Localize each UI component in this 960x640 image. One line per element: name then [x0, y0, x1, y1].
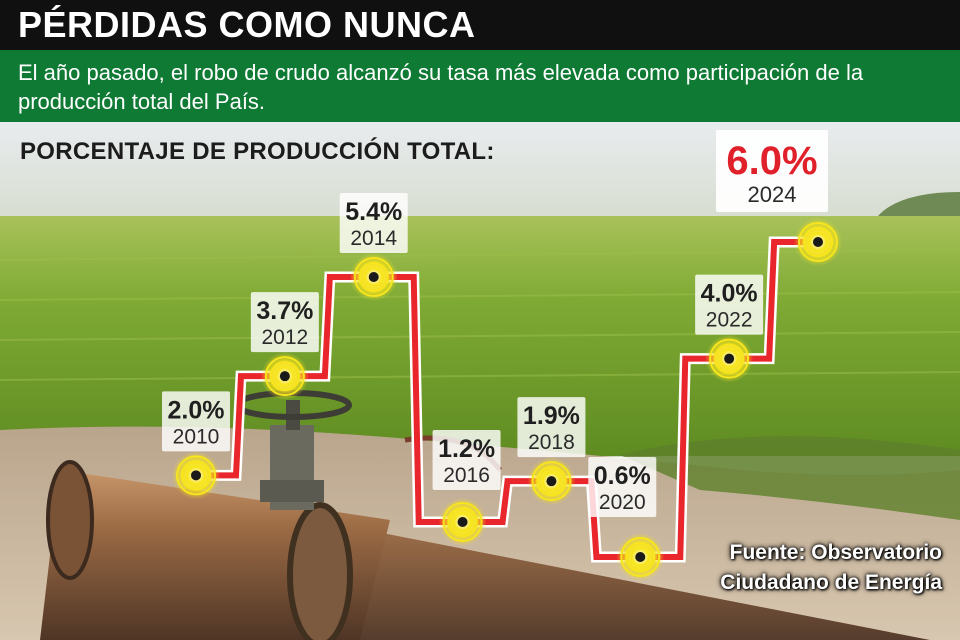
label-box-2014	[339, 193, 408, 253]
value-label-2022: 4.0%	[701, 280, 758, 308]
marker-2024	[813, 237, 823, 247]
label-box-2022	[695, 274, 764, 335]
data-point-2016: 1.2%2016	[432, 430, 501, 546]
year-label-2022: 2022	[706, 309, 753, 332]
year-label-2014: 2014	[350, 227, 397, 250]
grass-edge	[620, 436, 960, 520]
value-label-2024: 6.0%	[726, 139, 817, 183]
marker-2016	[457, 517, 468, 527]
year-label-2016: 2016	[443, 464, 490, 487]
marker-2018	[546, 476, 557, 487]
data-point-2024: 6.0%2024	[716, 130, 842, 266]
data-point-2018: 1.9%2018	[517, 397, 586, 506]
marker-2010	[191, 470, 201, 481]
label-box-2024	[716, 130, 828, 212]
data-point-2020: 0.6%2020	[588, 457, 665, 581]
label-box-2012	[250, 292, 319, 353]
marker-2012	[279, 371, 290, 382]
value-label-2020: 0.6%	[594, 462, 651, 490]
source-line-1: Fuente: Observatorio	[729, 541, 942, 564]
marker-2014	[368, 272, 379, 282]
value-label-2018: 1.9%	[523, 402, 580, 430]
year-label-2020: 2020	[599, 491, 646, 514]
grass-texture	[0, 249, 960, 381]
label-box-2020	[588, 457, 657, 517]
page-title: PÉRDIDAS COMO NUNCA	[18, 4, 476, 45]
label-box-2016	[432, 430, 501, 490]
label-box-2010	[162, 391, 230, 452]
title-bar	[0, 0, 960, 50]
subtitle: El año pasado, el robo de crudo alcanzó …	[18, 60, 864, 114]
distant-hill	[878, 192, 960, 218]
year-label-2024: 2024	[748, 182, 797, 207]
value-label-2010: 2.0%	[168, 396, 225, 424]
marker-2020	[635, 552, 646, 562]
marker-2022	[724, 353, 735, 364]
year-label-2018: 2018	[528, 431, 575, 454]
subtitle-bar	[0, 50, 960, 122]
series-label: PORCENTAJE DE PRODUCCIÓN TOTAL:	[20, 138, 495, 165]
value-label-2012: 3.7%	[256, 297, 313, 325]
data-point-2012: 3.7%2012	[250, 292, 319, 401]
source-line-2: Ciudadano de Energía	[720, 571, 942, 594]
label-box-2018	[517, 397, 586, 458]
source-credit: Fuente: Observatorio Ciudadano de Energí…	[720, 538, 942, 598]
value-label-2014: 5.4%	[345, 198, 402, 226]
value-label-2016: 1.2%	[438, 435, 495, 463]
data-point-2010: 2.0%2010	[162, 391, 230, 500]
data-point-2014: 5.4%2014	[339, 193, 408, 301]
year-label-2012: 2012	[261, 326, 308, 349]
pipeline	[40, 390, 930, 640]
year-label-2010: 2010	[173, 425, 220, 448]
data-point-2022: 4.0%2022	[695, 274, 764, 383]
